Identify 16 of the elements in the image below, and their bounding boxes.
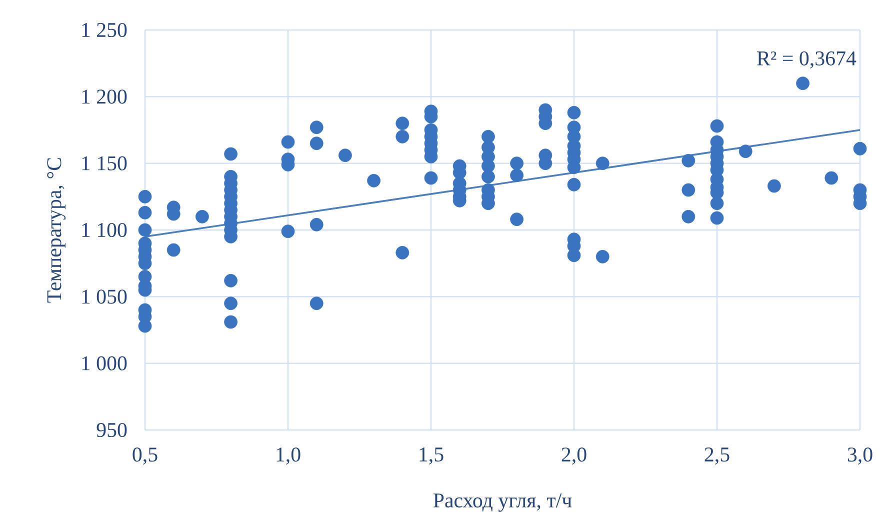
y-tick-label: 1 100 (82, 222, 127, 238)
x-tick-label: 2,0 (562, 448, 586, 465)
x-tick-label: 3,0 (848, 448, 872, 465)
y-tick-label: 1 050 (82, 290, 127, 304)
y-tick-label: 1 250 (82, 22, 127, 38)
y-axis-title: Температура, °С (47, 158, 66, 303)
x-tick-label: 1,0 (276, 448, 300, 465)
y-tick-label: 1 200 (82, 90, 127, 104)
y-tick-label: 1 000 (82, 356, 127, 370)
x-axis-title: Расход угля, т/ч (433, 493, 572, 512)
x-tick-label: 0,5 (132, 448, 158, 465)
x-tick-label: 1,5 (420, 448, 444, 465)
y-tick-label: 1 150 (82, 156, 127, 170)
y-tick-label: 950 (96, 422, 127, 438)
x-tick-label: 2,5 (704, 448, 730, 465)
annotation: R² = 0,3674 (757, 51, 856, 68)
